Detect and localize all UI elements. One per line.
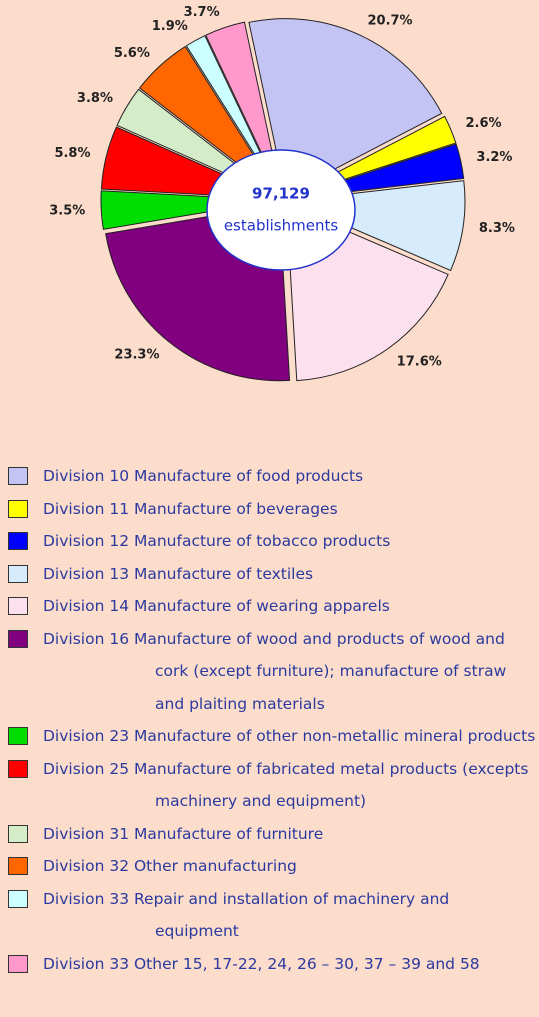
value-label: 1.9% xyxy=(152,19,188,34)
legend-swatch xyxy=(8,857,28,875)
legend-label: Division 11 Manufacture of beverages xyxy=(43,499,338,518)
legend-item: Division 11 Manufacture of beverages xyxy=(8,493,538,526)
legend-swatch xyxy=(8,954,28,973)
chart: 20.7% 2.6% 3.2% 8.3% 17.6% 23.3% 3.5% 5.8% 3.8% 5… xyxy=(49,5,515,382)
legend-swatch xyxy=(8,759,28,778)
value-label: 2.6% xyxy=(466,116,502,131)
legend-item: Division 32 Other manufacturing xyxy=(8,850,538,883)
value-label: 3.5% xyxy=(49,203,85,218)
legend-label: Division 31 Manufacture of furniture xyxy=(43,824,324,843)
legend-label: Division 14 Manufacture of wearing appar… xyxy=(43,597,390,615)
value-label: 3.2% xyxy=(476,150,512,165)
legend-item: Division 16 Manufacture of wood and prod… xyxy=(8,623,538,721)
value-label: 5.8% xyxy=(54,146,90,161)
legend-item: Division 13 Manufacture of textiles xyxy=(8,558,538,591)
legend-item: Division 14 Manufacture of wearing appar… xyxy=(8,590,538,623)
legend-label: Division 33 Repair and installation of m… xyxy=(43,889,450,941)
center-label: establishments xyxy=(224,217,339,235)
legend-swatch xyxy=(8,824,28,843)
legend-label: Division 16 Manufacture of wood and prod… xyxy=(43,629,507,713)
legend-label: Division 25 Manufacture of fabricated me… xyxy=(43,759,529,811)
value-label: 20.7% xyxy=(367,13,412,28)
value-label: 23.3% xyxy=(114,347,159,362)
value-label: 3.7% xyxy=(184,5,220,20)
legend-item: Division 25 Manufacture of fabricated me… xyxy=(8,753,538,818)
value-label: 8.3% xyxy=(479,221,515,236)
legend-label: Division 12 Manufacture of tobacco produ… xyxy=(43,532,391,550)
value-label: 5.6% xyxy=(114,46,150,61)
legend-item: Division 23 Manufacture of other non-met… xyxy=(8,720,538,753)
value-label: 3.8% xyxy=(77,91,113,106)
value-label: 17.6% xyxy=(397,355,442,370)
legend-swatch xyxy=(8,889,28,908)
legend-swatch xyxy=(8,532,28,550)
legend-item: Division 33 Other 15, 17-22, 24, 26 – 30… xyxy=(8,948,538,981)
legend-swatch xyxy=(8,727,28,745)
legend-label: Division 32 Other manufacturing xyxy=(43,857,297,875)
legend-label: Division 13 Manufacture of textiles xyxy=(43,564,314,583)
legend-item: Division 33 Repair and installation of m… xyxy=(8,883,538,948)
center-label: 97,129 xyxy=(252,185,310,203)
legend-item: Division 31 Manufacture of furniture xyxy=(8,818,538,851)
legend-label: Division 23 Manufacture of other non-met… xyxy=(43,727,536,745)
legend-swatch xyxy=(8,499,28,518)
legend-item: Division 10 Manufacture of food products xyxy=(8,460,538,493)
center-hole xyxy=(206,149,356,271)
legend-label: Division 10 Manufacture of food products xyxy=(43,467,364,485)
legend-swatch xyxy=(8,597,28,615)
legend-item: Division 12 Manufacture of tobacco produ… xyxy=(8,525,538,558)
legend: Division 10 Manufacture of food products… xyxy=(8,460,538,980)
legend-swatch xyxy=(8,564,28,583)
legend-swatch xyxy=(8,467,28,485)
legend-swatch xyxy=(8,629,28,648)
legend-label: Division 33 Other 15, 17-22, 24, 26 – 30… xyxy=(43,954,480,973)
